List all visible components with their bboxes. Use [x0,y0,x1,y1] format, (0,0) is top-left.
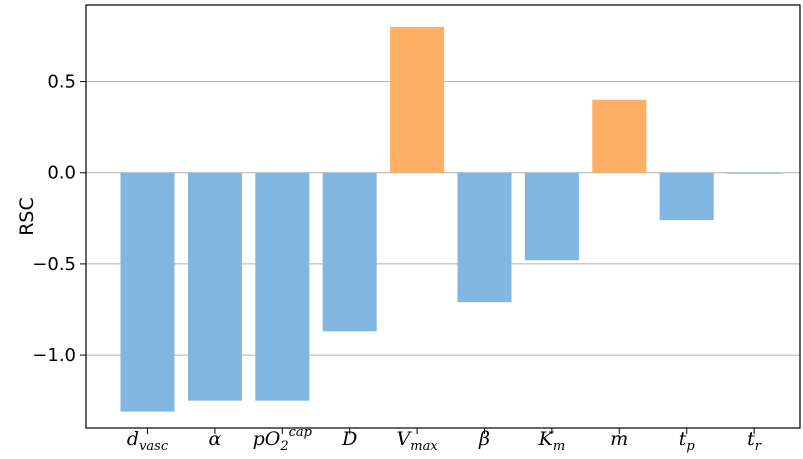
bar [524,172,579,261]
x-tick-label: tr [747,428,762,454]
bars [120,26,782,412]
plot-frame [85,4,801,429]
bar [120,172,175,412]
x-tick-label: pO2cap [253,425,313,454]
bar [659,172,714,221]
y-tick-label: 0.5 [47,72,76,93]
x-tick-label: tp [679,428,696,454]
x-tick-label: β [478,428,490,450]
bar [255,172,310,401]
x-tick-label: Vmax [397,428,439,454]
bar [457,172,512,303]
x-tick-label: α [208,428,221,450]
y-axis-label: RSC [16,197,38,236]
bar [390,26,445,173]
y-tick-label: −1.0 [32,345,76,366]
bar [187,172,242,401]
y-tick-label: −0.5 [32,254,76,275]
x-tick-label: D [341,428,357,450]
x-tick-label: dvasc [127,428,169,454]
x-tick-label: m [610,428,628,450]
y-axis-ticks: 0.5 0.0 −0.5 −1.0 [32,72,86,366]
y-tick-label: 0.0 [47,163,76,184]
bar [592,99,647,173]
bar [727,172,782,174]
bar [322,172,377,332]
x-axis-ticks: dvasc α pO2cap D Vmax β Km m tp tr [127,425,762,454]
x-tick-label: Km [538,428,566,454]
